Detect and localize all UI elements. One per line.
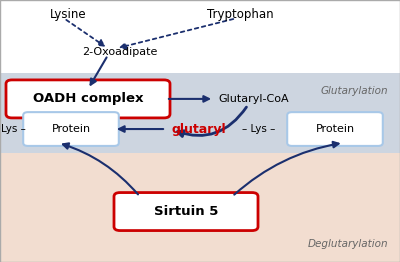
Bar: [0, 0, 400, 73]
Bar: [0, 73, 400, 153]
Text: Glutarylation: Glutarylation: [320, 86, 388, 96]
Text: Tryptophan: Tryptophan: [207, 8, 273, 21]
Text: 2-Oxoadipate: 2-Oxoadipate: [82, 47, 158, 57]
Text: Protein: Protein: [316, 124, 354, 134]
Text: Sirtuin 5: Sirtuin 5: [154, 205, 218, 218]
FancyBboxPatch shape: [287, 112, 383, 146]
Text: Protein: Protein: [52, 124, 90, 134]
FancyBboxPatch shape: [6, 80, 170, 118]
FancyBboxPatch shape: [23, 112, 119, 146]
Text: – Lys –: – Lys –: [242, 124, 275, 134]
FancyBboxPatch shape: [114, 193, 258, 231]
Text: Lys –: Lys –: [1, 124, 26, 134]
Text: OADH complex: OADH complex: [33, 92, 143, 105]
Text: Deglutarylation: Deglutarylation: [307, 239, 388, 249]
Text: glutaryl: glutaryl: [172, 123, 227, 135]
Text: Glutaryl-CoA: Glutaryl-CoA: [218, 94, 289, 104]
Text: Lysine: Lysine: [50, 8, 86, 21]
Bar: [0, 153, 400, 262]
